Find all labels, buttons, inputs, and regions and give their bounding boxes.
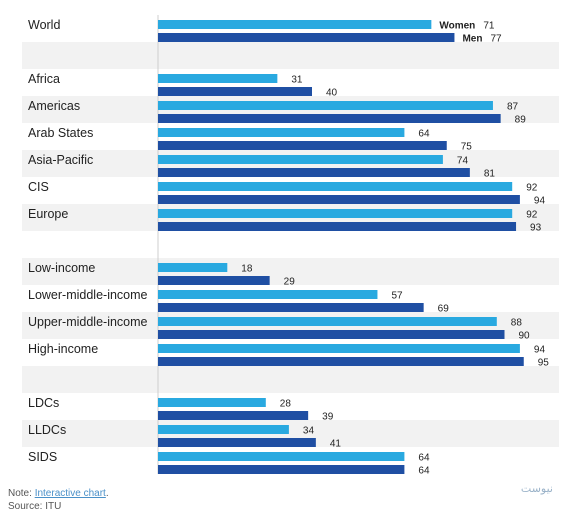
data-label: 87 <box>507 102 519 113</box>
bar-women <box>158 101 493 110</box>
data-label: 92 <box>526 183 538 194</box>
data-label: 94 <box>534 196 546 207</box>
data-label: 93 <box>530 223 542 234</box>
data-label: 64 <box>418 129 430 140</box>
chart-note: Note: Interactive chart. <box>8 488 109 499</box>
data-label: 18 <box>241 264 253 275</box>
data-label: 89 <box>515 115 527 126</box>
bar-women <box>158 398 266 407</box>
data-label: 88 <box>511 318 523 329</box>
row-band <box>22 42 559 69</box>
bar-women <box>158 317 497 326</box>
series-name-label: Men <box>462 34 482 45</box>
note-prefix: Note: <box>8 488 35 499</box>
category-label: LDCs <box>28 396 59 410</box>
bar-men <box>158 141 447 150</box>
row-band <box>22 258 559 285</box>
data-label: 39 <box>322 412 334 423</box>
category-label: LLDCs <box>28 423 66 437</box>
data-label: 41 <box>330 439 342 450</box>
data-label: 74 <box>457 156 469 167</box>
data-label: 77 <box>490 34 502 45</box>
data-label: 95 <box>538 358 550 369</box>
data-label: 28 <box>280 399 292 410</box>
data-label: 64 <box>418 466 430 477</box>
bar-women <box>158 155 443 164</box>
watermark-logo: نیوست <box>520 482 553 495</box>
data-label: 71 <box>483 21 495 32</box>
bar-women <box>158 74 278 83</box>
bar-men <box>158 438 316 447</box>
data-label: 64 <box>418 453 430 464</box>
data-label: 90 <box>519 331 531 342</box>
bar-men <box>158 465 405 474</box>
category-label: Upper-middle-income <box>28 315 148 329</box>
bar-women <box>158 425 289 434</box>
category-label: Africa <box>28 72 60 86</box>
row-band <box>22 366 559 393</box>
category-label: Lower-middle-income <box>28 288 148 302</box>
data-label: 34 <box>303 426 315 437</box>
note-suffix: . <box>105 488 109 499</box>
bar-women <box>158 452 405 461</box>
category-label: Low-income <box>28 261 95 275</box>
bar-men <box>158 195 520 204</box>
category-label: SIDS <box>28 450 57 464</box>
bar-men <box>158 33 455 42</box>
interactive-chart-link[interactable]: Interactive chart <box>34 488 106 499</box>
bar-men <box>158 168 470 177</box>
bar-men <box>158 303 424 312</box>
category-label: World <box>28 18 60 32</box>
data-label: 81 <box>484 169 496 180</box>
bar-women <box>158 344 520 353</box>
data-label: 94 <box>534 345 546 356</box>
bar-women <box>158 209 513 218</box>
category-label: Arab States <box>28 126 93 140</box>
category-label: High-income <box>28 342 98 356</box>
category-label: CIS <box>28 180 49 194</box>
bar-women <box>158 182 513 191</box>
data-label: 57 <box>391 291 403 302</box>
chart-source: Source: ITU <box>8 501 62 512</box>
bar-men <box>158 276 270 285</box>
bar-men <box>158 357 524 366</box>
data-label: 29 <box>284 277 296 288</box>
data-label: 40 <box>326 88 338 99</box>
category-label: Europe <box>28 207 68 221</box>
category-label: Americas <box>28 99 80 113</box>
series-name-label: Women <box>439 21 475 32</box>
bar-women <box>158 290 378 299</box>
bar-women <box>158 263 228 272</box>
data-label: 31 <box>291 75 303 86</box>
bar-women <box>158 20 432 29</box>
bar-men <box>158 222 517 231</box>
bar-men <box>158 411 309 420</box>
bar-men <box>158 330 505 339</box>
category-label: Asia-Pacific <box>28 153 93 167</box>
data-label: 92 <box>526 210 538 221</box>
data-label: 75 <box>461 142 473 153</box>
data-label: 69 <box>438 304 450 315</box>
bar-men <box>158 87 312 96</box>
bar-men <box>158 114 501 123</box>
bar-women <box>158 128 405 137</box>
